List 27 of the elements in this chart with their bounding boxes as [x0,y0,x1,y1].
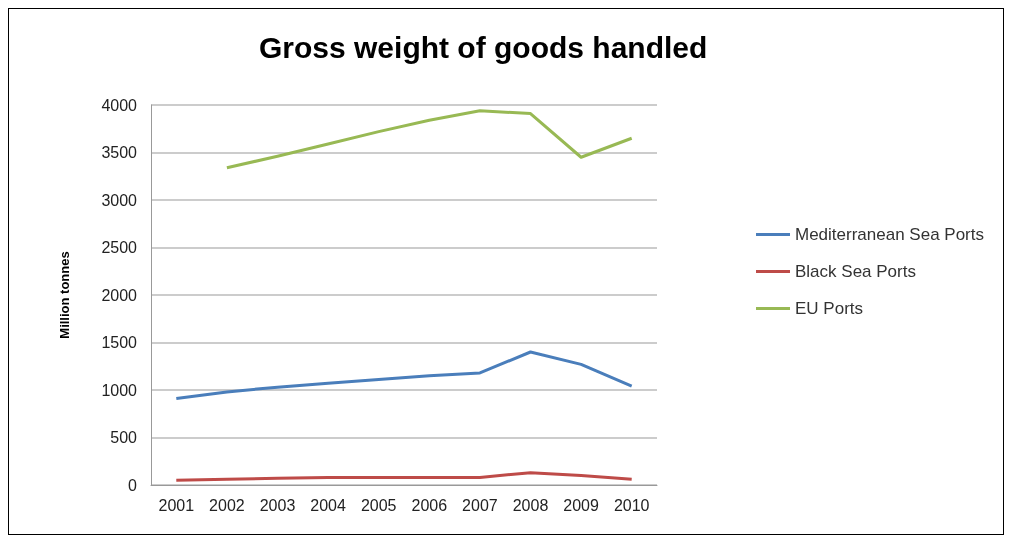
chart-title: Gross weight of goods handled [259,30,708,64]
y-tick-label: 1000 [101,381,138,399]
legend-label: Black Sea Ports [795,262,916,281]
y-tick-label: 3500 [101,144,138,161]
x-tick-label: 2005 [360,496,397,514]
y-tick-label: 2500 [101,239,138,256]
y-axis-title: Million tonnes [57,251,72,339]
x-tick-label: 2004 [310,496,346,514]
x-tick-label: 2009 [563,496,599,514]
x-tick-label: 2001 [158,496,195,514]
legend-label: Mediterranean Sea Ports [795,225,985,244]
x-tick-label: 2008 [512,496,549,514]
y-tick-label: 1500 [101,334,138,351]
x-tick-label: 2003 [259,496,296,514]
legend-label: EU Ports [795,299,864,318]
line-series [174,471,634,482]
y-tick-label: 4000 [101,96,138,114]
x-tick-label: 2007 [462,496,498,514]
line-series [174,350,634,401]
y-tick-label: 3000 [101,191,138,209]
line-series [225,109,634,170]
x-tick-label: 2010 [613,496,650,514]
y-tick-label: 500 [110,429,138,446]
y-tick-label: 0 [128,476,138,494]
x-tick-label: 2002 [209,496,245,514]
x-tick-label: 2006 [411,496,448,514]
y-tick-label: 2000 [101,286,138,304]
